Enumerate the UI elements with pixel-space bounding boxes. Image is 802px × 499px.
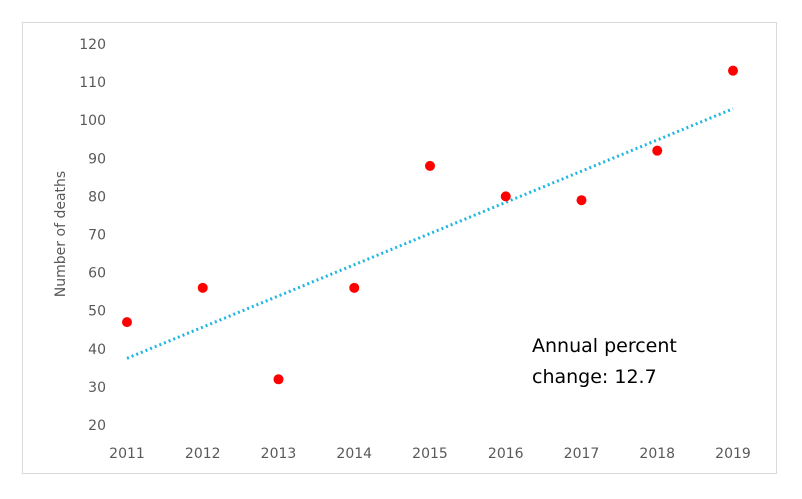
x-tick-label: 2012 [185,446,221,462]
chart-frame [22,22,777,474]
x-tick-label: 2018 [639,446,675,462]
y-tick-label: 110 [79,75,106,91]
y-tick-label: 100 [79,113,106,129]
data-point [273,374,284,385]
data-point [197,282,208,293]
data-point [576,195,587,206]
annotation-line-1: Annual percent [532,335,677,357]
y-axis-ticks: 20 30 40 50 60 70 80 90 100 110 120 [79,37,106,434]
y-tick-label: 120 [79,37,106,53]
x-tick-label: 2017 [564,446,600,462]
y-tick-label: 50 [88,304,106,320]
data-points [122,65,738,385]
y-tick-label: 90 [88,151,106,167]
data-point [349,282,360,293]
data-point [500,191,511,202]
x-tick-label: 2019 [715,446,751,462]
y-tick-label: 30 [88,380,106,396]
x-tick-label: 2014 [336,446,372,462]
data-point [425,160,435,171]
y-tick-label: 70 [88,228,106,244]
data-point [728,65,738,76]
x-tick-label: 2015 [412,446,448,462]
y-axis-label: Number of deaths [53,171,69,297]
trendline [126,107,734,360]
annotation-line-2: change: 12.7 [532,366,657,388]
data-point [652,145,663,156]
y-tick-label: 80 [88,189,106,205]
x-tick-label: 2013 [261,446,297,462]
y-tick-label: 20 [88,418,106,434]
trendline-group [126,107,734,360]
y-tick-label: 40 [88,342,106,358]
x-tick-label: 2016 [488,446,524,462]
y-tick-label: 60 [88,266,106,282]
x-axis-ticks: 2011 2012 2013 2014 2015 2016 2017 2018 2019 [109,446,751,462]
x-tick-label: 2011 [109,446,145,462]
data-point [122,317,132,328]
